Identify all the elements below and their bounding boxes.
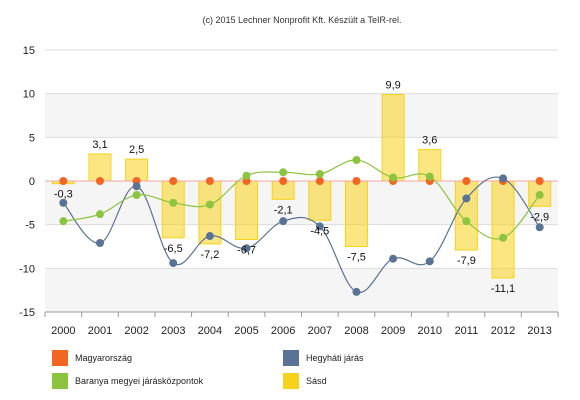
bar-data-label: 3,1 [92, 139, 107, 151]
x-tick-label: 2011 [455, 325, 479, 337]
point-magyarorsz-g [352, 177, 361, 185]
point-baranya-megyei-j-r-sk-zpontok [499, 233, 508, 242]
legend-label: Magyarország [75, 353, 132, 363]
point-hegyh-ti-j-r-s [315, 222, 324, 231]
bar-data-label: 9,9 [385, 80, 400, 92]
legend-label: Hegyháti járás [306, 353, 364, 363]
point-baranya-megyei-j-r-sk-zpontok [169, 198, 178, 207]
point-baranya-megyei-j-r-sk-zpontok [59, 217, 68, 226]
x-tick-label: 2002 [124, 325, 148, 337]
bar-data-label: -2,9 [530, 211, 549, 223]
point-hegyh-ti-j-r-s [425, 257, 434, 266]
bar-data-label: -2,1 [274, 204, 293, 216]
bar-data-label: 2,5 [129, 144, 144, 156]
x-tick-label: 2004 [198, 325, 222, 337]
y-tick-label: -5 [25, 220, 35, 232]
bar-data-label: -7,5 [347, 252, 366, 264]
credit-text: (c) 2015 Lechner Nonprofit Kft. Készült … [203, 15, 402, 25]
bar [491, 180, 515, 279]
x-axis: 2000 2001 2002 2003 2004 2005 2006 2007 2008 2009… [44, 311, 559, 337]
point-baranya-megyei-j-r-sk-zpontok [389, 173, 398, 182]
x-tick-label: 2005 [234, 325, 258, 337]
point-baranya-megyei-j-r-sk-zpontok [425, 172, 434, 181]
y-tick-label: 0 [29, 176, 35, 188]
line-markers [59, 156, 544, 296]
point-hegyh-ti-j-r-s [352, 287, 361, 296]
point-magyarorsz-g [535, 177, 544, 185]
point-baranya-megyei-j-r-sk-zpontok [462, 217, 471, 226]
legend-swatch [52, 350, 68, 366]
legend-label: Baranya megyei járásközpontok [75, 376, 204, 386]
point-hegyh-ti-j-r-s [59, 198, 68, 207]
point-baranya-megyei-j-r-sk-zpontok [95, 210, 104, 219]
y-tick-label: 15 [23, 45, 35, 57]
y-tick-label: -15 [19, 307, 35, 319]
x-tick-label: 2009 [381, 325, 405, 337]
point-hegyh-ti-j-r-s [132, 182, 141, 191]
point-baranya-megyei-j-r-sk-zpontok [242, 171, 251, 180]
point-hegyh-ti-j-r-s [389, 254, 398, 263]
y-axis: 15 10 5 0 -5 -10 -15 [19, 45, 35, 319]
bar [235, 180, 259, 241]
x-tick-label: 2008 [344, 325, 368, 337]
point-baranya-megyei-j-r-sk-zpontok [205, 200, 214, 209]
bar-data-labels: -0,3 3,1 2,5 -6,5 -7,2 -6,7 -2,1 -4,5 -7,5 9,9 3,6… [54, 80, 549, 295]
legend-swatch [52, 373, 68, 389]
point-baranya-megyei-j-r-sk-zpontok [315, 170, 324, 179]
bar [308, 180, 332, 221]
x-tick-label: 2012 [491, 325, 515, 337]
point-hegyh-ti-j-r-s [279, 217, 288, 226]
bar-data-label: -6,5 [164, 243, 183, 255]
y-tick-label: 5 [29, 132, 35, 144]
point-baranya-megyei-j-r-sk-zpontok [535, 190, 544, 199]
x-tick-label: 2007 [308, 325, 332, 337]
point-hegyh-ti-j-r-s [462, 194, 471, 203]
point-magyarorsz-g [95, 177, 104, 185]
legend-swatch [283, 373, 299, 389]
x-tick-label: 2006 [271, 325, 295, 337]
bar [454, 180, 478, 251]
legend-label: Sásd [306, 376, 327, 386]
bar-data-label: -4,5 [310, 225, 329, 237]
x-tick-label: 2003 [161, 325, 185, 337]
point-magyarorsz-g [279, 177, 288, 185]
point-magyarorsz-g [59, 177, 68, 185]
plot-band [45, 268, 558, 312]
x-tick-label: 2000 [51, 325, 75, 337]
bar-data-label: -7,9 [457, 255, 476, 267]
bar [381, 94, 405, 182]
point-baranya-megyei-j-r-sk-zpontok [352, 156, 361, 165]
point-hegyh-ti-j-r-s [242, 244, 251, 253]
bar [161, 180, 185, 239]
plot-band [45, 93, 558, 138]
y-tick-label: 10 [23, 89, 35, 101]
y-tick-label: -10 [19, 263, 35, 275]
point-baranya-megyei-j-r-sk-zpontok [132, 190, 141, 199]
point-hegyh-ti-j-r-s [95, 239, 104, 248]
bar-series-sasd [51, 94, 552, 279]
bar [88, 153, 112, 182]
point-magyarorsz-g [462, 177, 471, 185]
bar-data-label: 3,6 [422, 135, 437, 147]
bar-data-label: -7,2 [200, 249, 219, 261]
point-magyarorsz-g [169, 177, 178, 185]
bar-data-label: -0,3 [54, 189, 73, 201]
point-baranya-megyei-j-r-sk-zpontok [279, 168, 288, 177]
point-hegyh-ti-j-r-s [535, 223, 544, 232]
x-tick-label: 2010 [418, 325, 442, 337]
point-hegyh-ti-j-r-s [205, 232, 214, 241]
point-hegyh-ti-j-r-s [499, 174, 508, 183]
x-tick-label: 2013 [527, 325, 551, 337]
bar-data-label: -6,7 [237, 245, 256, 257]
point-magyarorsz-g [205, 177, 214, 185]
bar-data-label: -11,1 [491, 283, 515, 295]
point-magyarorsz-g [315, 177, 324, 185]
point-hegyh-ti-j-r-s [169, 259, 178, 268]
legend-swatch [283, 350, 299, 366]
bar [344, 180, 368, 247]
x-tick-label: 2001 [88, 325, 112, 337]
legend: Magyarország Hegyháti járás Baranya megyei… [52, 350, 364, 389]
